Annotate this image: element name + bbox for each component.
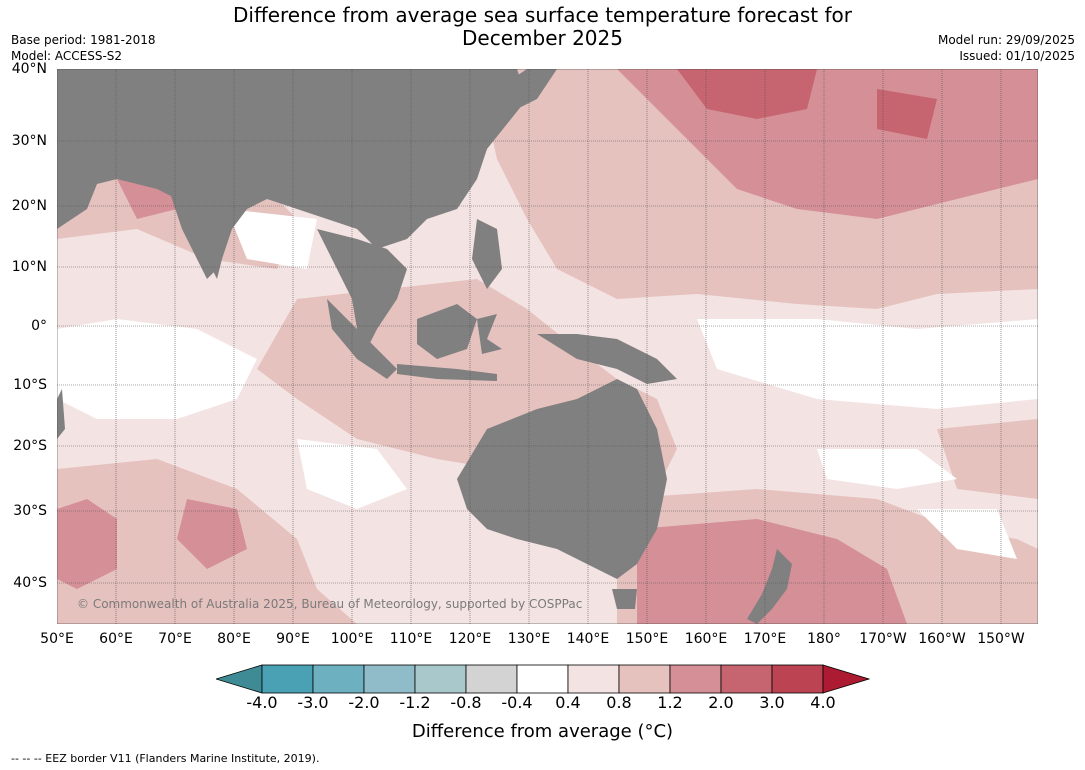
land-tasmania bbox=[612, 589, 637, 609]
colorbar-tick-label: 0.8 bbox=[606, 693, 632, 712]
land-new-zealand bbox=[747, 549, 792, 624]
lat-label: 40°N bbox=[11, 61, 47, 77]
anomaly-zone-2.0-3.0 bbox=[677, 69, 817, 119]
colorbar-tick-label: -0.4 bbox=[501, 693, 533, 712]
lon-label: 50°E bbox=[40, 631, 74, 647]
colorbar-swatch bbox=[618, 664, 671, 694]
colorbar-swatch bbox=[465, 664, 518, 694]
meta-left: Base period: 1981-2018 Model: ACCESS-S2 bbox=[11, 32, 156, 64]
colorbar-tick-label: 0.4 bbox=[555, 693, 581, 712]
lon-label: 80°E bbox=[217, 631, 251, 647]
land-asia bbox=[57, 69, 527, 279]
lon-label: 170°E bbox=[743, 631, 787, 647]
lon-label: 90°E bbox=[276, 631, 310, 647]
land-new-guinea bbox=[537, 334, 677, 384]
lat-label: 40°S bbox=[13, 575, 47, 591]
anomaly-zone-1.2-2.0 bbox=[57, 499, 117, 589]
land-australia bbox=[457, 379, 667, 579]
issued-date: Issued: 01/10/2025 bbox=[959, 49, 1075, 63]
colorbar-tick-label: -4.0 bbox=[246, 693, 278, 712]
land-philippines bbox=[472, 219, 502, 289]
neutral-zone bbox=[817, 449, 957, 489]
lat-label: 30°S bbox=[13, 503, 47, 519]
title-line-2: December 2025 bbox=[462, 26, 623, 50]
colorbar-tick-label: 2.0 bbox=[708, 693, 734, 712]
land-java bbox=[397, 364, 497, 381]
colorbar-swatch bbox=[261, 664, 314, 694]
colorbar-swatch bbox=[516, 664, 569, 694]
title-line-1: Difference from average sea surface temp… bbox=[232, 3, 852, 27]
chart-title: Difference from average sea surface temp… bbox=[0, 4, 1085, 50]
sst-anomaly-map bbox=[57, 69, 1038, 624]
colorbar-swatch bbox=[720, 664, 773, 694]
land-africa bbox=[57, 389, 65, 439]
lon-label: 180° bbox=[807, 631, 841, 647]
colorbar-tick-label: 4.0 bbox=[810, 693, 836, 712]
colorbar-tick-label: 1.2 bbox=[657, 693, 683, 712]
lon-label: 120°E bbox=[448, 631, 492, 647]
lon-label: 100°E bbox=[330, 631, 374, 647]
land-sulawesi bbox=[477, 314, 502, 354]
lat-label: 30°N bbox=[11, 133, 47, 149]
lat-label: 10°S bbox=[13, 377, 47, 393]
model-run: Model run: 29/09/2025 bbox=[937, 33, 1075, 47]
anomaly-zone-0.8-1.2 bbox=[937, 419, 1038, 499]
land-borneo bbox=[417, 304, 477, 359]
colorbar-swatch bbox=[312, 664, 365, 694]
colorbar-arrow-high bbox=[822, 664, 870, 694]
meta-right: Model run: 29/09/2025 Issued: 01/10/2025 bbox=[938, 32, 1075, 64]
base-period: Base period: 1981-2018 bbox=[11, 33, 156, 47]
colorbar-title: Difference from average (°C) bbox=[411, 721, 674, 742]
neutral-zone bbox=[57, 319, 257, 419]
copyright-notice: © Commonwealth of Australia 2025, Bureau… bbox=[77, 597, 583, 611]
colorbar-swatch bbox=[414, 664, 467, 694]
colorbar bbox=[216, 664, 870, 694]
colorbar-tick-label: -0.8 bbox=[450, 693, 482, 712]
colorbar-swatch bbox=[363, 664, 416, 694]
lat-label: 20°N bbox=[11, 198, 47, 214]
lon-label: 170°W bbox=[859, 631, 907, 647]
lon-label: 150°W bbox=[977, 631, 1025, 647]
lon-label: 70°E bbox=[158, 631, 192, 647]
colorbar-tick-label: -1.2 bbox=[399, 693, 431, 712]
eez-legend-note: -- -- -- EEZ border V11 (Flanders Marine… bbox=[11, 752, 320, 765]
land-sumatra bbox=[327, 299, 397, 379]
colorbar-arrow-low bbox=[216, 664, 263, 694]
lon-label: 60°E bbox=[99, 631, 133, 647]
lat-label: 10°N bbox=[11, 259, 47, 275]
lon-label: 160°E bbox=[684, 631, 728, 647]
graticule bbox=[57, 69, 1038, 624]
anomaly-zone-2.0-3.0 bbox=[877, 89, 937, 139]
land-indochina bbox=[317, 229, 407, 349]
lon-label: 160°W bbox=[918, 631, 966, 647]
land bbox=[57, 69, 792, 624]
colorbar-tick-label: 3.0 bbox=[759, 693, 785, 712]
anomaly-zone-1.2-2.0 bbox=[177, 499, 247, 569]
colorbar-tick-label: -3.0 bbox=[297, 693, 329, 712]
lon-label: 140°E bbox=[566, 631, 610, 647]
lat-label: 20°S bbox=[13, 438, 47, 454]
neutral-zone bbox=[697, 319, 1038, 409]
colorbar-swatch bbox=[669, 664, 722, 694]
land-japan bbox=[497, 69, 557, 109]
lat-label: 0° bbox=[31, 318, 47, 334]
colorbar-tick-label: -2.0 bbox=[348, 693, 380, 712]
colorbar-swatch bbox=[771, 664, 824, 694]
model-name: Model: ACCESS-S2 bbox=[11, 49, 123, 63]
lon-label: 130°E bbox=[507, 631, 551, 647]
land-india bbox=[167, 184, 232, 279]
neutral-zone bbox=[227, 209, 317, 269]
lon-label: 110°E bbox=[389, 631, 433, 647]
lon-label: 150°E bbox=[625, 631, 669, 647]
colorbar-swatch bbox=[567, 664, 620, 694]
